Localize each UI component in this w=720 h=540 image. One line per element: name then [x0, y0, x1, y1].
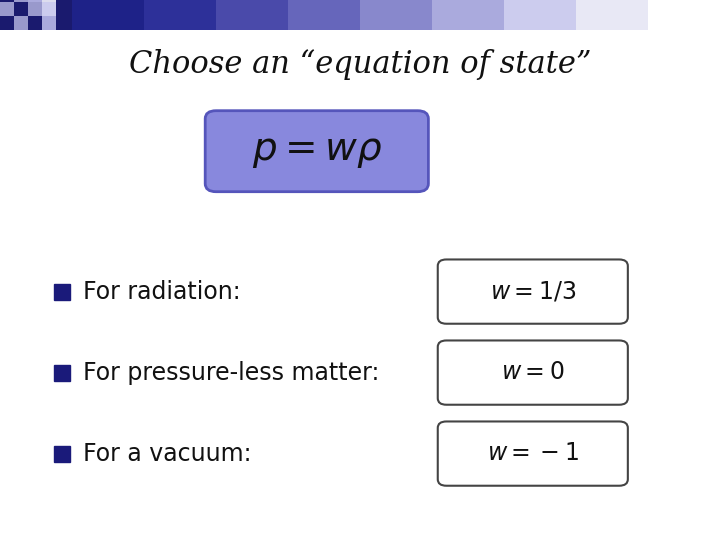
- FancyBboxPatch shape: [438, 341, 628, 405]
- FancyBboxPatch shape: [438, 259, 628, 323]
- Bar: [28, 16, 42, 30]
- Bar: [0, 16, 14, 30]
- FancyBboxPatch shape: [205, 111, 428, 192]
- Text: For a vacuum:: For a vacuum:: [83, 442, 251, 465]
- Bar: [54, 364, 70, 381]
- Bar: [14, 2, 28, 16]
- Bar: [72, 0, 144, 30]
- Bar: [14, 16, 28, 30]
- Bar: [648, 0, 720, 30]
- Bar: [504, 0, 576, 30]
- Bar: [14, 0, 28, 2]
- Bar: [0, 0, 14, 2]
- Bar: [28, 2, 42, 16]
- Bar: [42, 2, 56, 16]
- FancyBboxPatch shape: [438, 421, 628, 486]
- Text: $w = -1$: $w = -1$: [487, 442, 579, 465]
- Bar: [360, 0, 432, 30]
- Bar: [216, 0, 288, 30]
- Bar: [54, 446, 70, 462]
- Bar: [0, 0, 72, 30]
- Text: Choose an “equation of state”: Choose an “equation of state”: [129, 49, 591, 80]
- Bar: [0, 2, 14, 16]
- Bar: [432, 0, 504, 30]
- Text: For pressure-less matter:: For pressure-less matter:: [83, 361, 379, 384]
- Text: $w = 0$: $w = 0$: [501, 361, 564, 384]
- Bar: [42, 16, 56, 30]
- Text: $w = 1/3$: $w = 1/3$: [490, 280, 576, 303]
- Bar: [288, 0, 360, 30]
- Bar: [28, 0, 42, 2]
- Bar: [576, 0, 648, 30]
- Text: For radiation:: For radiation:: [83, 280, 240, 303]
- Bar: [42, 0, 56, 2]
- Bar: [54, 284, 70, 300]
- Text: $p = w\rho$: $p = w\rho$: [251, 133, 382, 170]
- Bar: [144, 0, 216, 30]
